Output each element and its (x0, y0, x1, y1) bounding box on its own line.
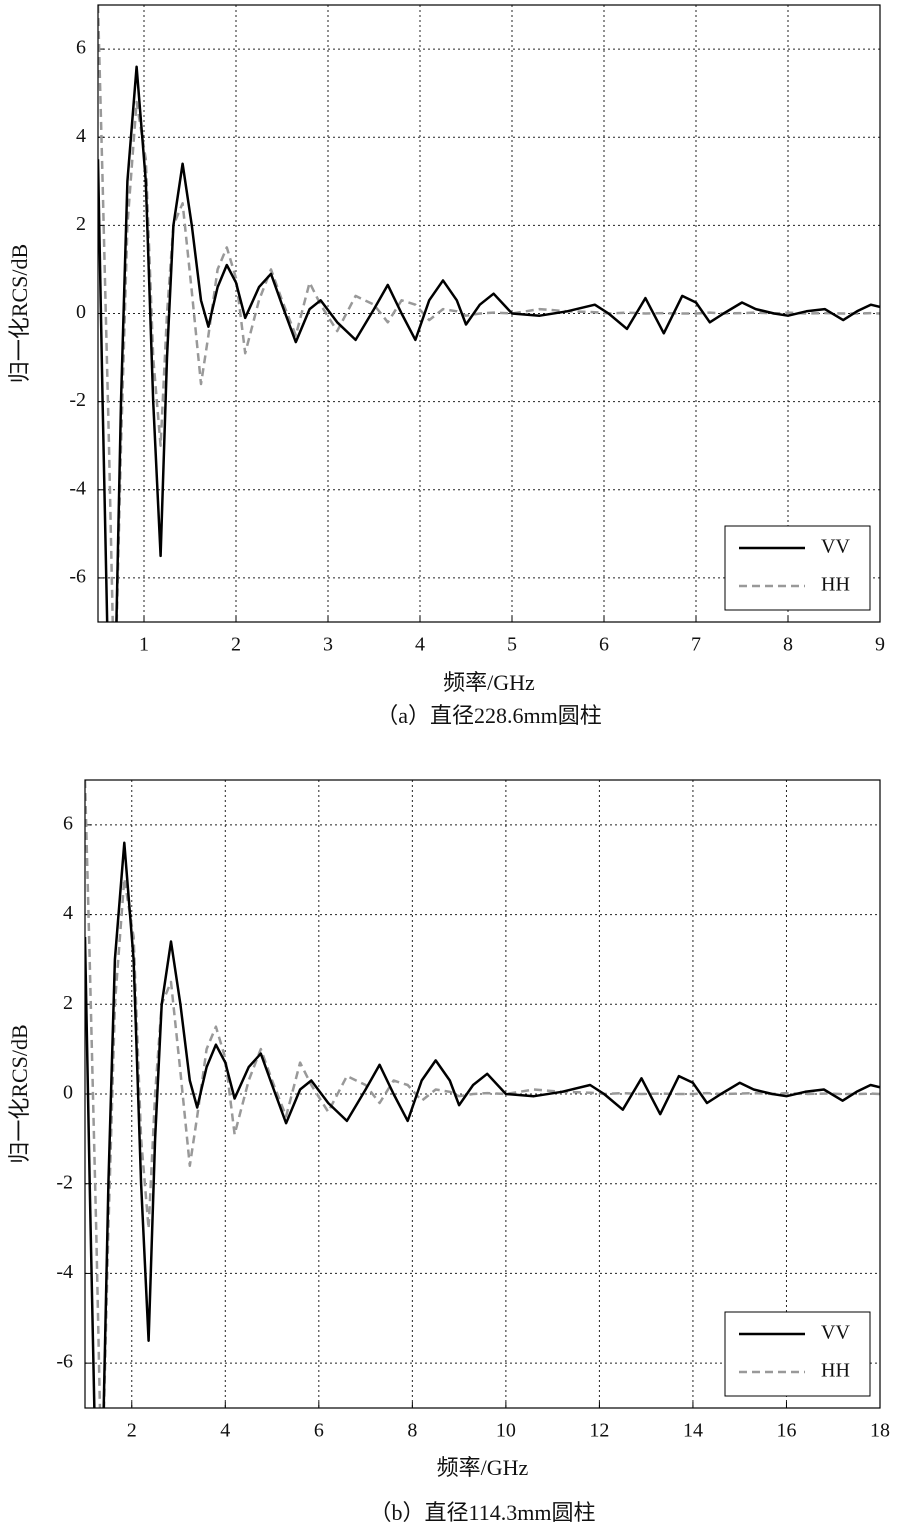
y-axis-label: 归一化RCS/dB (7, 244, 32, 383)
legend-label: HH (821, 1360, 850, 1382)
chart: -6 -4 -2 0 2 4 6 2 4 6 8 10 12 14 16 18 VV HH 频率/GHz （b）直径1… (7, 779, 890, 1525)
caption: （a）直径228.6mm圆柱 (376, 703, 602, 728)
legend-label: VV (821, 536, 850, 558)
y-tick-label: -6 (69, 566, 86, 588)
legend-box (724, 1311, 871, 1397)
x-tick-label: 16 (776, 1420, 796, 1442)
y-tick-label: 0 (63, 1082, 73, 1104)
legend-box (724, 525, 871, 611)
y-tick-label: 0 (76, 301, 86, 323)
x-tick-label: 8 (783, 634, 793, 656)
plot-frame (84, 779, 881, 1409)
y-tick-label: 4 (76, 125, 86, 147)
x-tick-label: 14 (683, 1420, 703, 1442)
y-axis-label: 归一化RCS/dB (7, 1024, 32, 1163)
x-tick-label: 2 (127, 1420, 137, 1442)
x-tick-label: 6 (314, 1420, 324, 1442)
y-tick-label: 2 (76, 213, 86, 235)
y-tick-label: 6 (63, 812, 73, 834)
x-tick-label: 18 (870, 1420, 890, 1442)
y-tick-label: -4 (69, 477, 86, 499)
y-tick-label: -2 (69, 389, 86, 411)
y-tick-label: -6 (56, 1351, 73, 1373)
x-tick-label: 9 (875, 634, 885, 656)
chart: -6 -4 -2 0 2 4 6 1 2 3 4 5 6 7 8 9 VV HH 频率/GHz （a）直径228.6m… (7, 4, 885, 728)
x-tick-label: 8 (407, 1420, 417, 1442)
series-line (85, 780, 880, 1408)
caption: （b）直径114.3mm圆柱 (370, 1500, 596, 1525)
x-tick-label: 10 (496, 1420, 516, 1442)
x-tick-label: 6 (599, 634, 609, 656)
x-axis-label: 频率/GHz (443, 670, 535, 695)
x-tick-label: 4 (220, 1420, 230, 1442)
x-tick-label: 4 (415, 634, 425, 656)
legend-label: HH (821, 574, 850, 596)
x-tick-label: 7 (691, 634, 701, 656)
series-line (98, 5, 880, 622)
plot-frame (97, 4, 881, 623)
series-line (98, 65, 880, 622)
x-tick-label: 1 (139, 634, 149, 656)
x-tick-label: 2 (231, 634, 241, 656)
y-tick-label: 4 (63, 902, 73, 924)
x-tick-label: 5 (507, 634, 517, 656)
y-tick-label: 2 (63, 992, 73, 1014)
y-tick-label: -4 (56, 1261, 73, 1283)
series-line (85, 841, 880, 1408)
x-tick-label: 3 (323, 634, 333, 656)
y-tick-label: -2 (56, 1171, 73, 1193)
legend-label: VV (821, 1322, 850, 1344)
x-axis-label: 频率/GHz (437, 1455, 529, 1480)
y-tick-label: 6 (76, 37, 86, 59)
x-tick-label: 12 (589, 1420, 609, 1442)
